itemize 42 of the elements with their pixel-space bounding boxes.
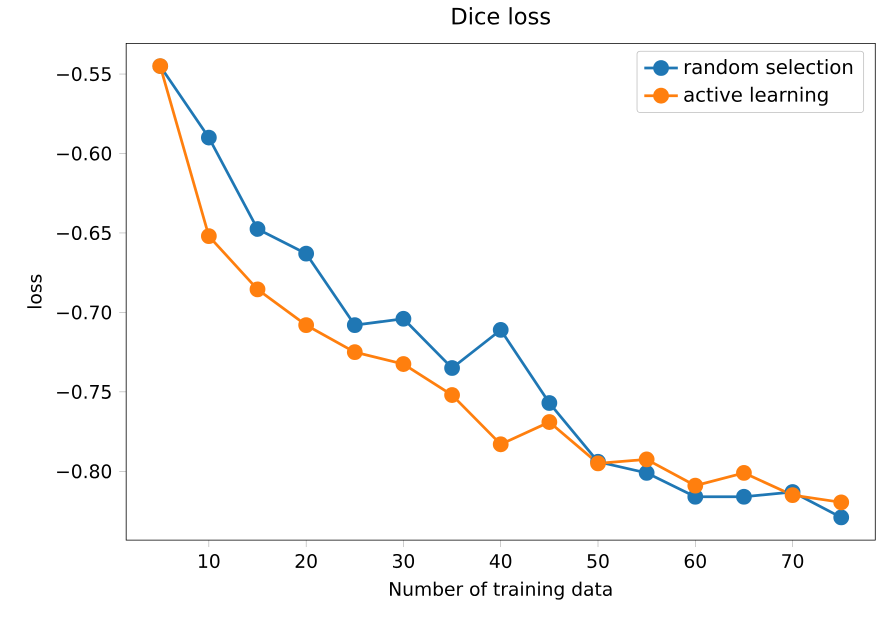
x-tick-label: 40 bbox=[490, 554, 512, 568]
point bbox=[444, 387, 460, 403]
x-tick-label: 60 bbox=[684, 554, 706, 568]
point bbox=[346, 344, 363, 360]
point bbox=[784, 487, 800, 504]
legend-label: random selection bbox=[684, 59, 852, 74]
y-tick-label: −0.70 bbox=[57, 305, 112, 320]
point bbox=[492, 322, 509, 338]
point bbox=[250, 221, 266, 237]
point bbox=[736, 488, 752, 505]
y-axis-title: loss bbox=[27, 274, 42, 308]
x-tick-label: 10 bbox=[199, 554, 220, 568]
y-tick-label: −0.75 bbox=[57, 384, 111, 399]
x-tick-label: 50 bbox=[588, 554, 609, 568]
x-tick-label: 20 bbox=[296, 554, 317, 568]
chart-title: Dice loss bbox=[452, 7, 550, 25]
point bbox=[736, 465, 752, 481]
point bbox=[298, 246, 314, 262]
point bbox=[200, 130, 217, 146]
point bbox=[396, 310, 412, 327]
point bbox=[346, 317, 363, 334]
point bbox=[833, 510, 850, 526]
point bbox=[541, 395, 558, 411]
point bbox=[541, 414, 558, 430]
point bbox=[638, 465, 655, 481]
point bbox=[492, 436, 509, 452]
point bbox=[250, 281, 266, 298]
point bbox=[396, 356, 412, 372]
legend-label: active learning bbox=[684, 86, 828, 106]
point bbox=[444, 360, 460, 376]
y-tick-label: −0.80 bbox=[57, 464, 112, 478]
x-tick-label: 30 bbox=[392, 554, 414, 568]
x-axis-title: Number of training data bbox=[390, 582, 612, 600]
point bbox=[298, 317, 314, 334]
point bbox=[687, 478, 704, 494]
y-tick-label: −0.55 bbox=[57, 66, 111, 82]
y-tick-label: −0.60 bbox=[57, 146, 112, 161]
point bbox=[200, 228, 217, 244]
x-tick-label: 70 bbox=[782, 554, 804, 568]
y-tick-label: −0.65 bbox=[57, 226, 111, 240]
point bbox=[638, 452, 655, 468]
point bbox=[833, 494, 850, 510]
